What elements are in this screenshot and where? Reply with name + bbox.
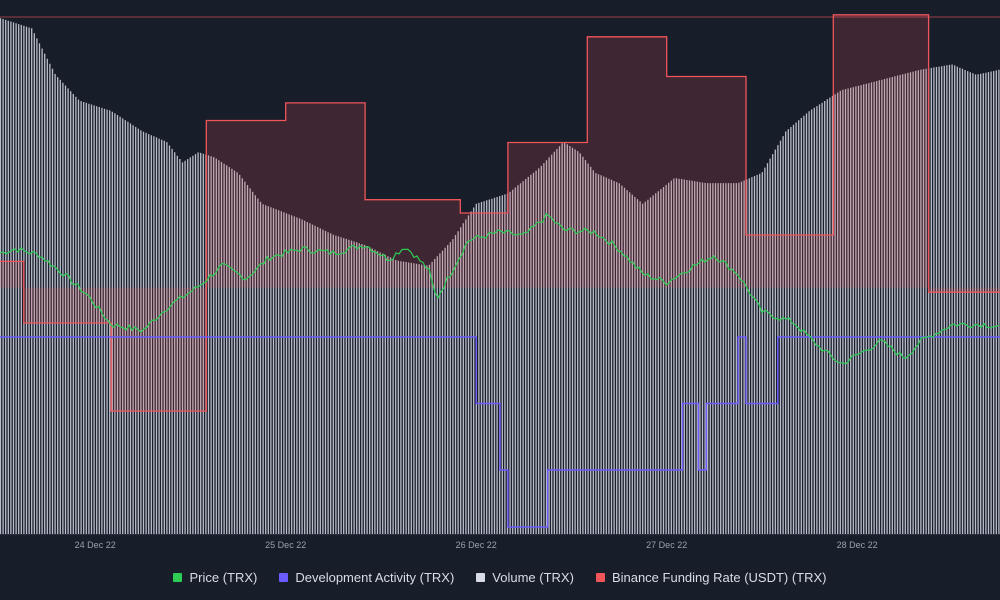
x-axis: 24 Dec 22 25 Dec 22 26 Dec 22 27 Dec 22 28 D… — [75, 540, 878, 550]
development-activity-line — [0, 336, 1000, 528]
x-tick-label: 27 Dec 22 — [646, 540, 687, 550]
legend-label-development-activity: Development Activity (TRX) — [295, 569, 455, 585]
legend: Price (TRX) Development Activity (TRX) V… — [0, 564, 1000, 590]
legend-swatch-volume — [476, 572, 486, 582]
legend-label-price: Price (TRX) — [189, 569, 258, 585]
funding-rate-series — [0, 14, 1000, 412]
legend-item-funding-rate[interactable]: Binance Funding Rate (USDT) (TRX) — [595, 569, 827, 585]
legend-swatch-price — [173, 572, 183, 582]
legend-item-volume[interactable]: Volume (TRX) — [476, 570, 574, 585]
legend-swatch-funding-rate — [595, 572, 605, 582]
x-tick-label: 26 Dec 22 — [456, 540, 497, 550]
x-tick-label: 25 Dec 22 — [265, 540, 306, 550]
x-tick-label: 28 Dec 22 — [837, 540, 878, 550]
legend-item-price[interactable]: Price (TRX) — [173, 570, 257, 585]
x-tick-label: 24 Dec 22 — [75, 540, 116, 550]
funding-rate-line — [0, 14, 1000, 412]
development-activity-series — [0, 336, 1000, 528]
price-line — [0, 212, 1000, 365]
legend-label-volume: Volume (TRX) — [492, 569, 574, 585]
price-series — [0, 212, 1000, 365]
legend-swatch-development-activity — [279, 572, 289, 582]
funding-rate-area — [0, 14, 1000, 412]
chart-plot: 24 Dec 22 25 Dec 22 26 Dec 22 27 Dec 22 28 D… — [0, 14, 1000, 550]
legend-label-funding-rate: Binance Funding Rate (USDT) (TRX) — [611, 569, 827, 585]
legend-item-development-activity[interactable]: Development Activity (TRX) — [279, 570, 454, 585]
